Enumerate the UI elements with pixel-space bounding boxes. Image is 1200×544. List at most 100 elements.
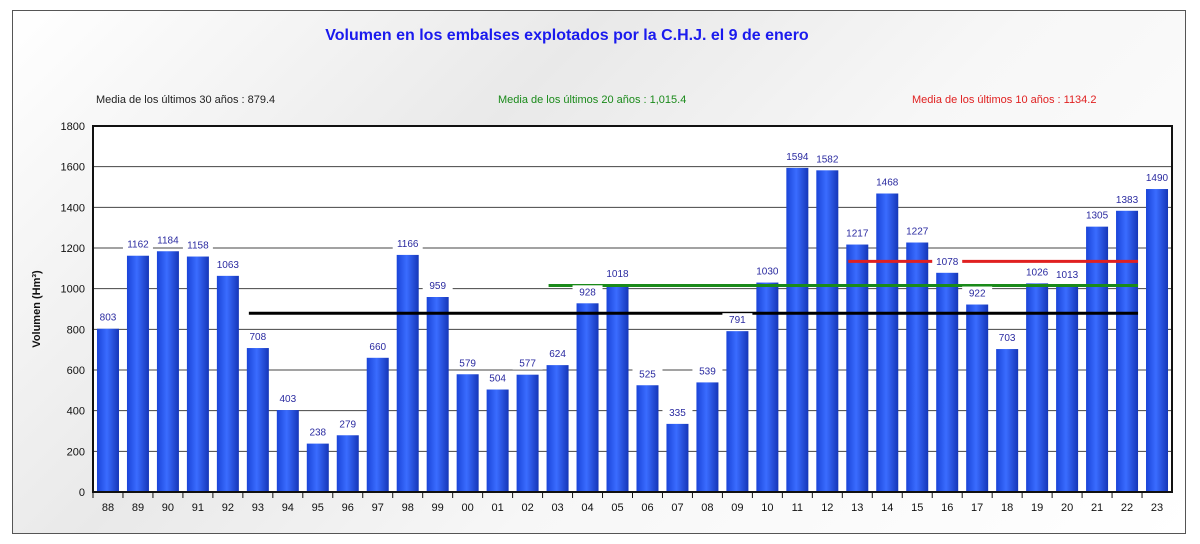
data-label-bg <box>392 236 423 250</box>
data-label: 335 <box>669 408 686 419</box>
bar <box>216 275 239 492</box>
x-tick-label: 04 <box>581 502 593 514</box>
bar <box>606 285 629 492</box>
x-tick-label: 94 <box>282 502 294 514</box>
data-label: 1018 <box>606 269 629 280</box>
data-label: 922 <box>969 289 986 300</box>
data-label-bg <box>332 417 363 431</box>
data-label: 1305 <box>1086 211 1109 222</box>
bar <box>996 349 1019 492</box>
y-tick-label: 1800 <box>61 121 85 133</box>
data-label: 1468 <box>876 178 899 189</box>
y-tick-label: 800 <box>67 324 85 336</box>
data-label-bg <box>992 331 1023 345</box>
x-tick-label: 96 <box>342 502 354 514</box>
data-label-bg <box>1142 171 1173 185</box>
bar <box>246 348 269 492</box>
data-label-bg <box>92 310 123 324</box>
bar <box>96 328 119 492</box>
data-label: 928 <box>579 287 596 298</box>
data-label-bg <box>602 267 633 281</box>
data-label-bg <box>452 356 483 370</box>
x-tick-label: 99 <box>432 502 444 514</box>
bar <box>486 389 509 492</box>
data-label: 1013 <box>1056 270 1079 281</box>
data-label-bg <box>482 371 513 385</box>
x-tick-label: 88 <box>102 502 114 514</box>
mean-10-label: Media de los últimos 10 años : 1134.2 <box>912 94 1096 106</box>
data-label: 791 <box>729 315 746 326</box>
bar <box>576 303 599 492</box>
bar <box>396 254 419 492</box>
x-tick-label: 20 <box>1061 502 1073 514</box>
bar <box>1116 210 1139 493</box>
x-tick-label: 19 <box>1031 502 1043 514</box>
data-label: 1184 <box>157 235 179 246</box>
bar <box>786 167 809 493</box>
data-label: 703 <box>999 333 1016 344</box>
data-label: 708 <box>250 332 267 343</box>
x-tick-label: 06 <box>641 502 653 514</box>
x-tick-label: 16 <box>941 502 953 514</box>
x-tick-label: 93 <box>252 502 264 514</box>
mean-20-label: Media de los últimos 20 años : 1,015.4 <box>498 94 686 106</box>
x-tick-label: 21 <box>1091 502 1103 514</box>
data-label-bg <box>1052 268 1083 282</box>
x-tick-label: 08 <box>701 502 713 514</box>
data-label-bg <box>422 279 453 293</box>
data-label: 1078 <box>936 257 959 268</box>
data-label: 279 <box>339 419 356 430</box>
data-label: 959 <box>429 281 446 292</box>
bar <box>306 443 329 492</box>
bar <box>696 382 719 492</box>
x-tick-label: 00 <box>462 502 474 514</box>
x-tick-label: 90 <box>162 502 174 514</box>
bar <box>726 331 749 492</box>
bar <box>1086 226 1109 492</box>
bar <box>1026 283 1049 492</box>
bar <box>426 297 449 492</box>
y-tick-label: 600 <box>67 365 85 377</box>
bar <box>186 256 209 492</box>
data-label-bg <box>1082 208 1113 222</box>
data-label: 1063 <box>217 260 240 271</box>
bar <box>846 244 869 492</box>
x-tick-label: 95 <box>312 502 324 514</box>
bar <box>756 282 779 492</box>
data-label: 1227 <box>906 227 929 238</box>
x-tick-label: 23 <box>1151 502 1163 514</box>
x-tick-label: 17 <box>971 502 983 514</box>
data-label-bg <box>152 233 183 247</box>
chart-title: Volumen en los embalses explotados por l… <box>325 27 809 44</box>
data-label: 1026 <box>1026 267 1049 278</box>
bar <box>876 193 899 493</box>
x-tick-label: 92 <box>222 502 234 514</box>
bar <box>156 251 179 492</box>
data-label-bg <box>722 313 753 327</box>
data-label-bg <box>692 364 723 378</box>
data-label-bg <box>212 257 243 271</box>
y-tick-label: 1200 <box>61 243 85 255</box>
x-tick-label: 07 <box>671 502 683 514</box>
x-tick-label: 12 <box>821 502 833 514</box>
y-tick-label: 1400 <box>61 202 85 214</box>
bar <box>546 365 569 492</box>
bar <box>666 423 689 492</box>
data-label-bg <box>782 149 813 163</box>
data-label-bg <box>362 339 393 353</box>
data-label: 577 <box>519 359 536 370</box>
x-tick-label: 05 <box>611 502 623 514</box>
bar <box>126 255 149 492</box>
data-label-bg <box>932 254 963 268</box>
data-label-bg <box>272 392 303 406</box>
data-label-bg <box>512 356 543 370</box>
x-tick-label: 14 <box>881 502 893 514</box>
bar <box>936 272 959 492</box>
x-tick-label: 03 <box>551 502 563 514</box>
bar <box>336 435 359 492</box>
plot-area <box>93 126 1172 492</box>
data-label-bg <box>542 347 573 361</box>
data-label: 1582 <box>816 154 839 165</box>
x-tick-label: 18 <box>1001 502 1013 514</box>
bar <box>816 170 839 492</box>
